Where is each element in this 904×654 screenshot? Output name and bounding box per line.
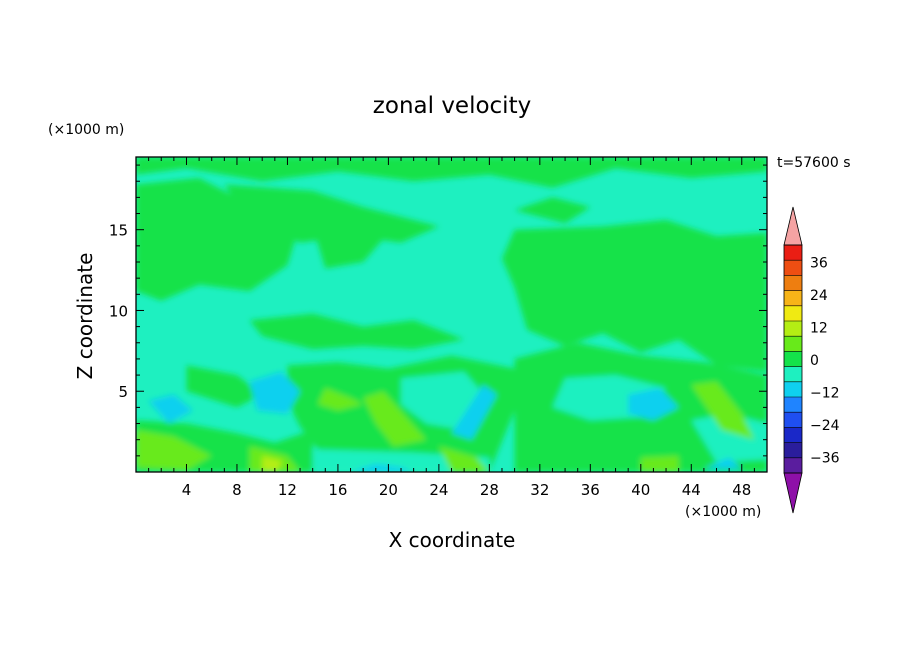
field-region [148, 394, 193, 424]
colorbar-segment [784, 366, 802, 382]
y-tick-label: 15 [109, 222, 128, 240]
colorbar-frame [783, 244, 803, 474]
field-region [438, 446, 490, 472]
colorbar-tick-label: −12 [810, 386, 840, 402]
colorbar-segment [784, 336, 802, 352]
x-tick-label: 48 [732, 481, 751, 499]
colorbar-tick-label: 24 [810, 288, 828, 304]
field-region [136, 157, 767, 188]
y-axis: 5 10 15 [109, 164, 767, 457]
field-region [514, 197, 591, 224]
field-region [262, 455, 283, 472]
colorbar-segment [784, 442, 802, 458]
field-region [628, 388, 679, 421]
colorbar-under-triangle [783, 472, 803, 514]
field-region [287, 355, 540, 472]
time-label: t=57600 s [777, 155, 851, 171]
x-tick-label: 28 [480, 481, 499, 499]
x-tick-label: 32 [530, 481, 549, 499]
field-region [691, 413, 767, 463]
field-region [249, 371, 301, 414]
x-tick-label: 4 [182, 481, 192, 499]
colorbar-tick-label: 12 [810, 320, 828, 336]
colorbar: 36 24 12 0 −12 −24 −36 [783, 206, 840, 514]
colorbar-tick-label: 36 [810, 255, 828, 271]
y-axis-label: Z coordinate [73, 253, 97, 380]
field-region [249, 313, 465, 350]
colorbar-segment [784, 260, 802, 276]
field-region [363, 391, 427, 447]
field-region [502, 220, 767, 372]
field-region [703, 457, 742, 469]
field-regions [136, 157, 767, 472]
field-region [186, 365, 263, 408]
colorbar-segment [784, 290, 802, 306]
colorbar-segment [784, 412, 802, 428]
y-tick-label: 10 [109, 302, 128, 320]
velocity-field [136, 157, 767, 472]
field-region [691, 381, 755, 440]
field-region [224, 184, 439, 243]
x-tick-label: 24 [429, 481, 448, 499]
colorbar-segment [784, 275, 802, 291]
field-region [136, 430, 212, 471]
y-unit-label: (×1000 m) [48, 122, 124, 138]
x-axis: 4 8 12 16 20 24 28 32 36 40 44 48 [148, 157, 755, 499]
x-tick-label: 12 [278, 481, 297, 499]
field-region [350, 463, 414, 472]
colorbar-segment [784, 427, 802, 443]
colorbar-segment [784, 381, 802, 397]
colorbar-over-triangle [783, 206, 803, 246]
y-tick-label: 5 [118, 383, 128, 401]
x-unit-label: (×1000 m) [685, 504, 761, 520]
colorbar-segment [784, 351, 802, 367]
colorbar-segment [784, 321, 802, 337]
x-tick-label: 44 [682, 481, 701, 499]
x-tick-label: 36 [581, 481, 600, 499]
colorbar-segment [784, 397, 802, 413]
colorbar-segment [784, 245, 802, 261]
colorbar-tick-label: −36 [810, 451, 840, 467]
x-tick-label: 16 [328, 481, 347, 499]
colorbar-tick-label: −24 [810, 418, 840, 434]
colorbar-segment [784, 305, 802, 321]
x-tick-label: 8 [232, 481, 242, 499]
x-tick-label: 40 [631, 481, 650, 499]
field-region [312, 210, 389, 269]
x-axis-label: X coordinate [389, 528, 516, 552]
x-tick-label: 20 [379, 481, 398, 499]
field-region [640, 455, 679, 472]
colorbar-tick-label: 0 [810, 353, 819, 369]
chart-title: zonal velocity [373, 93, 531, 119]
field-region [317, 388, 364, 411]
field-region [451, 384, 497, 440]
colorbar-segment [784, 457, 802, 473]
